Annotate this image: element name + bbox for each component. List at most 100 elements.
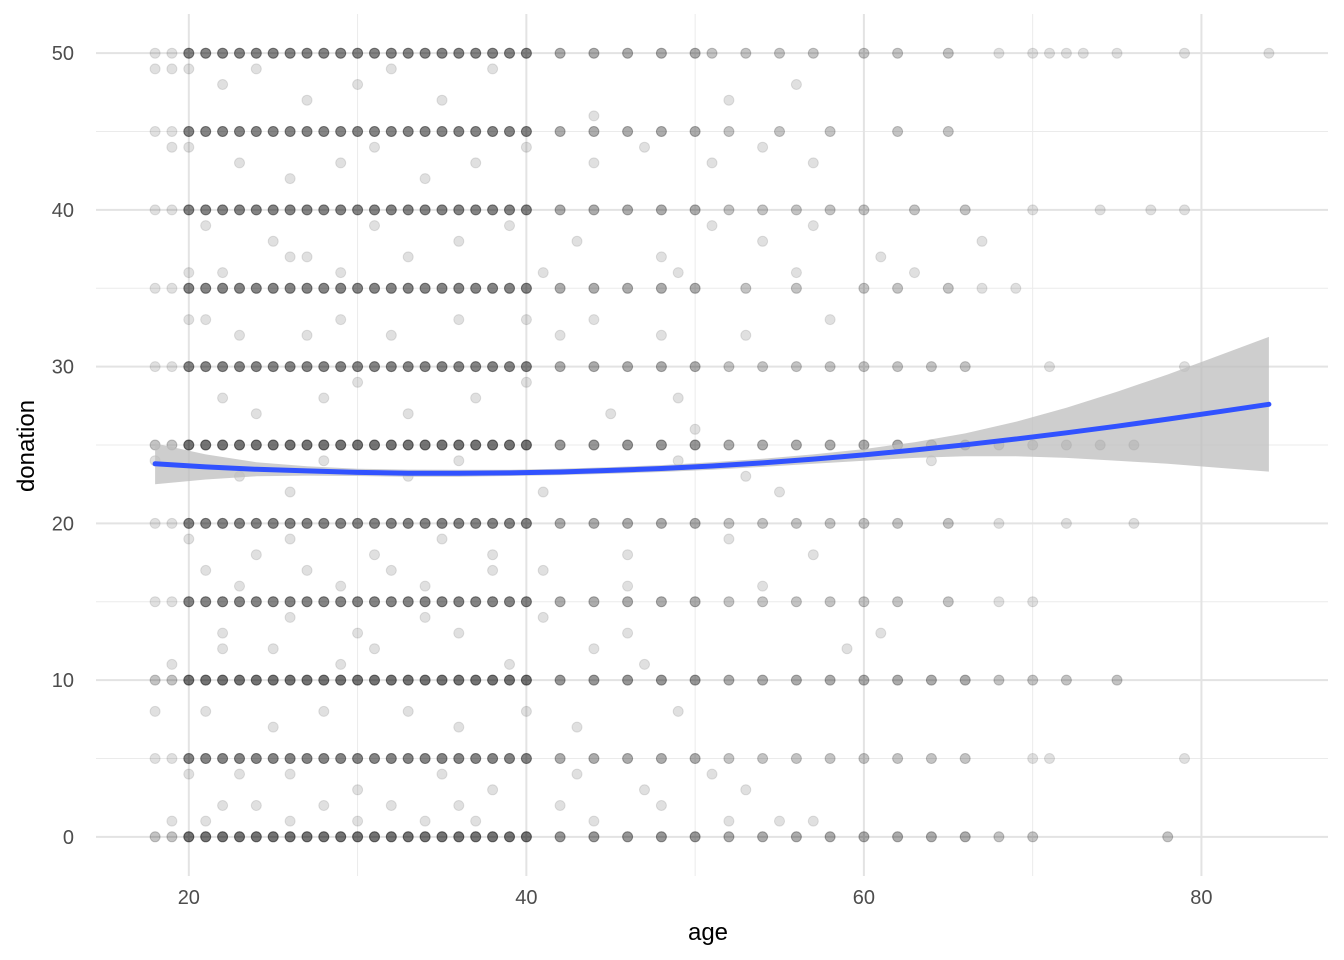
data-point	[301, 831, 313, 843]
data-point	[689, 831, 701, 843]
data-point	[487, 47, 499, 59]
data-point	[1044, 47, 1055, 59]
data-point	[284, 596, 296, 608]
data-point	[453, 47, 465, 59]
data-point	[470, 596, 482, 608]
data-point	[369, 47, 380, 59]
data-point	[436, 768, 448, 780]
data-point	[757, 204, 769, 216]
data-point	[183, 204, 195, 216]
data-point	[436, 674, 448, 686]
data-point	[284, 674, 296, 686]
data-point	[858, 831, 870, 843]
data-point	[520, 126, 532, 137]
data-point	[183, 596, 195, 608]
data-point	[318, 674, 330, 686]
data-point	[200, 596, 212, 608]
data-point	[369, 204, 380, 216]
data-point	[217, 753, 229, 764]
data-point	[824, 204, 836, 216]
data-point	[436, 282, 448, 294]
data-point	[284, 753, 296, 764]
data-point	[250, 439, 262, 451]
data-point	[385, 674, 397, 686]
data-point	[369, 831, 380, 843]
data-point	[352, 674, 364, 686]
data-point	[267, 596, 279, 608]
data-point	[183, 517, 195, 529]
data-point	[234, 831, 245, 843]
data-point	[200, 753, 212, 764]
data-point	[622, 831, 634, 843]
data-point	[402, 831, 414, 843]
data-point	[318, 753, 330, 764]
data-point	[183, 361, 195, 373]
data-point	[183, 361, 195, 373]
data-point	[183, 831, 195, 843]
data-point	[470, 126, 482, 137]
data-point	[335, 361, 347, 373]
data-point	[858, 753, 870, 764]
data-point	[487, 126, 499, 137]
data-point	[402, 126, 414, 137]
data-point	[250, 204, 262, 216]
data-point	[453, 455, 465, 467]
data-point	[183, 753, 195, 764]
data-point	[520, 282, 532, 294]
data-point	[925, 361, 937, 373]
data-point	[470, 517, 482, 529]
data-point	[369, 439, 380, 451]
data-point	[824, 517, 836, 529]
data-point	[993, 517, 1005, 529]
data-point	[149, 596, 161, 608]
data-point	[470, 361, 482, 373]
data-point	[689, 126, 701, 137]
data-point	[318, 705, 330, 717]
data-point	[318, 361, 330, 373]
data-point	[335, 361, 347, 373]
data-point	[217, 643, 229, 655]
data-point	[318, 439, 330, 451]
data-point	[335, 47, 347, 59]
data-point	[318, 831, 330, 843]
data-point	[757, 517, 769, 529]
data-point	[318, 47, 330, 59]
data-point	[1027, 674, 1039, 686]
data-point	[183, 439, 195, 451]
data-point	[487, 126, 499, 137]
data-point	[200, 831, 212, 843]
data-point	[976, 282, 988, 294]
data-point	[487, 831, 499, 843]
data-point	[284, 47, 296, 59]
data-point	[774, 126, 785, 137]
data-point	[318, 47, 330, 59]
data-point	[436, 126, 448, 137]
data-point	[1060, 674, 1072, 686]
data-point	[1111, 47, 1123, 59]
data-point	[520, 517, 532, 529]
data-point	[554, 674, 566, 686]
data-point	[284, 753, 296, 764]
data-point	[217, 47, 229, 59]
data-point	[166, 674, 178, 686]
data-point	[520, 282, 532, 294]
data-point	[453, 439, 465, 451]
data-point	[301, 517, 313, 529]
data-point	[352, 47, 364, 59]
data-point	[217, 831, 229, 843]
data-point	[301, 517, 313, 529]
data-point	[217, 800, 229, 811]
data-point	[318, 800, 330, 811]
data-point	[200, 361, 212, 373]
data-point	[622, 580, 634, 592]
data-point	[892, 126, 904, 137]
data-point	[858, 361, 870, 373]
data-point	[790, 674, 802, 686]
data-point	[655, 517, 667, 529]
data-point	[419, 596, 431, 608]
data-point	[706, 157, 718, 169]
data-point	[402, 204, 414, 216]
data-point	[284, 204, 296, 216]
data-point	[520, 439, 532, 451]
data-point	[655, 126, 667, 137]
